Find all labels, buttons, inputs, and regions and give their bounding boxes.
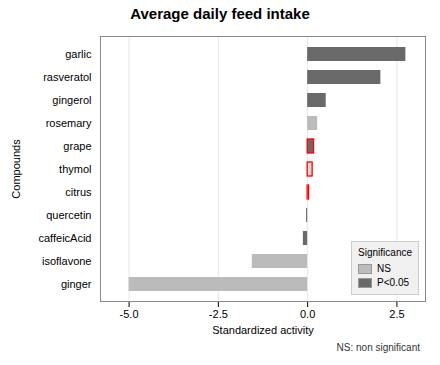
svg-text:caffeicAcid: caffeicAcid	[39, 232, 92, 244]
svg-text:rosemary: rosemary	[46, 117, 92, 129]
svg-text:-2.5: -2.5	[209, 308, 228, 320]
svg-text:0.0: 0.0	[300, 308, 315, 320]
svg-text:garlic: garlic	[65, 48, 92, 60]
svg-text:-5.0: -5.0	[120, 308, 139, 320]
svg-text:quercetin: quercetin	[46, 209, 91, 221]
html-text:P<0.05: P<0.05	[377, 277, 410, 288]
svg-text:grape: grape	[63, 140, 91, 152]
svg-text:Standardized activity: Standardized activity	[212, 324, 314, 336]
svg-text:Compounds: Compounds	[10, 139, 22, 199]
html-text:Average daily feed intake: Average daily feed intake	[130, 5, 310, 22]
svg-text:thymol: thymol	[59, 163, 91, 175]
svg-text:rasveratol: rasveratol	[43, 71, 91, 83]
html-text:NS: NS	[377, 263, 391, 274]
svg-text:ginger: ginger	[61, 278, 92, 290]
svg-text:isoflavone: isoflavone	[42, 255, 92, 267]
svg-text:gingerol: gingerol	[52, 94, 91, 106]
html-text:Significance: Significance	[358, 247, 412, 258]
svg-text:2.5: 2.5	[389, 308, 404, 320]
html-text:NS: non significant: NS: non significant	[336, 342, 420, 353]
svg-text:citrus: citrus	[65, 186, 92, 198]
